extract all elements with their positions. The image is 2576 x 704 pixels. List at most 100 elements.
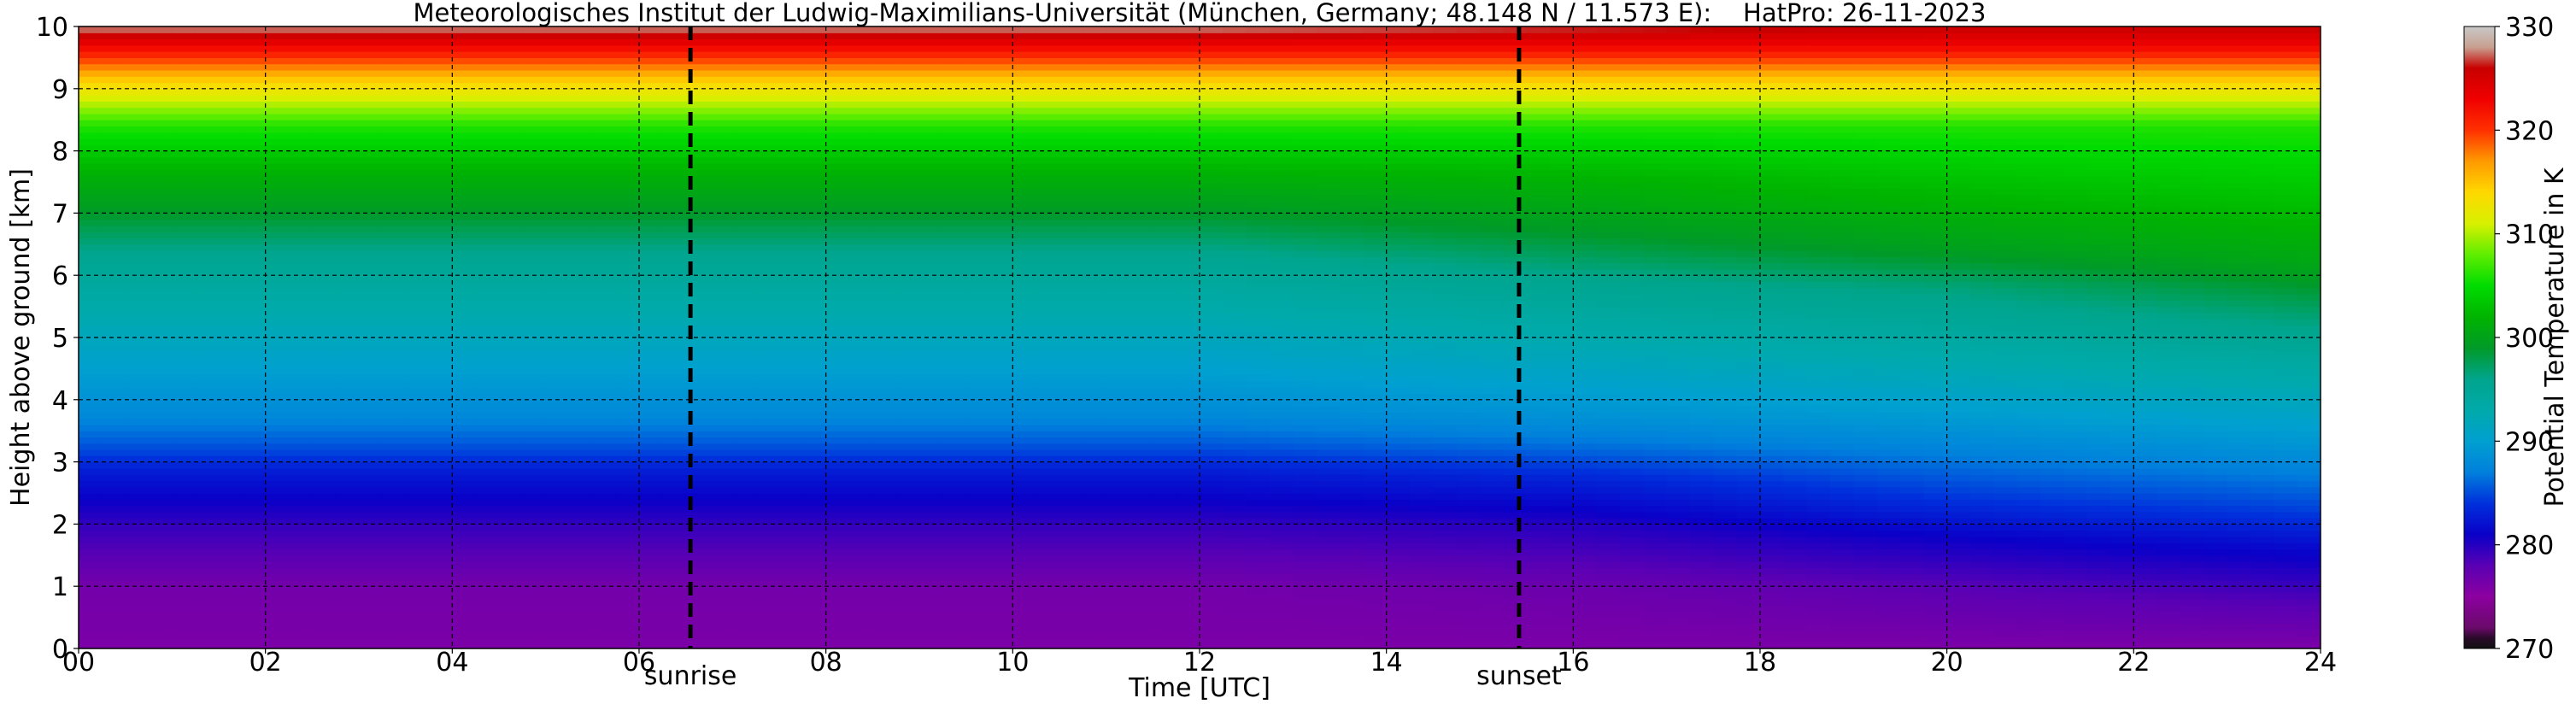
heatmap-cell [195,225,220,232]
heatmap-cell [265,26,290,33]
heatmap-cell [942,598,967,606]
heatmap-cell [289,132,313,139]
heatmap-cell [709,169,733,177]
heatmap-cell [429,200,453,208]
heatmap-cell [522,406,547,413]
heatmap-cell [615,368,640,376]
heatmap-cell [1176,232,1200,239]
heatmap-cell [732,480,757,488]
heatmap-cell [592,213,617,220]
heatmap-cell [1012,144,1037,152]
heatmap-cell [1200,343,1223,351]
heatmap-cell [732,319,757,326]
heatmap-cell [569,243,593,251]
heatmap-cell [429,163,453,171]
heatmap-cell [312,505,337,513]
heatmap-cell [382,26,407,33]
heatmap-cell [732,554,757,562]
heatmap-cell [919,219,943,226]
heatmap-cell [359,319,383,326]
heatmap-cell [1223,238,1247,245]
heatmap-cell [802,431,827,438]
heatmap-cell [335,156,360,164]
heatmap-cell [942,287,967,295]
heatmap-cell [79,598,103,606]
heatmap-cell [825,623,850,631]
heatmap-cell [732,605,757,612]
heatmap-cell [802,69,827,77]
heatmap-cell [195,156,220,164]
heatmap-cell [989,579,1013,587]
heatmap-cell [569,182,593,189]
heatmap-cell [849,611,873,619]
heatmap-cell [172,467,197,475]
heatmap-cell [335,95,360,102]
heatmap-cell [1153,275,1177,283]
heatmap-cell [1059,461,1083,469]
heatmap-cell [1223,294,1247,301]
heatmap-cell [452,505,477,513]
heatmap-cell [312,294,337,301]
heatmap-cell [919,598,943,606]
heatmap-cell [569,380,593,388]
heatmap-cell [265,579,290,587]
heatmap-cell [102,431,126,438]
heatmap-cell [849,393,873,401]
heatmap-cell [569,630,593,637]
heatmap-cell [1223,243,1247,251]
heatmap-cell [849,362,873,369]
heatmap-cell [989,449,1013,456]
heatmap-cell [1153,493,1177,500]
heatmap-cell [989,505,1013,513]
heatmap-cell [779,549,803,556]
heatmap-cell [1153,387,1177,395]
heatmap-cell [405,113,430,120]
heatmap-cell [522,163,547,171]
heatmap-cell [919,437,943,444]
heatmap-cell [1223,169,1247,177]
heatmap-cell [359,387,383,395]
heatmap-cell [1059,163,1083,171]
heatmap-cell [242,636,267,643]
heatmap-cell [289,57,313,65]
heatmap-cell [849,243,873,251]
heatmap-cell [732,530,757,537]
heatmap-cell [1176,474,1200,482]
heatmap-cell [172,319,197,326]
heatmap-cell [475,325,500,332]
heatmap-cell [1106,424,1130,431]
heatmap-cell [195,250,220,257]
heatmap-cell [265,493,290,500]
heatmap-cell [1130,623,1153,631]
heatmap-cell [942,76,967,84]
heatmap-cell [802,113,827,120]
heatmap-cell [1153,175,1177,183]
heatmap-cell [1083,132,1107,139]
heatmap-cell [895,294,920,301]
heatmap-cell [1036,412,1060,419]
heatmap-cell [289,107,313,114]
heatmap-cell [685,120,710,127]
heatmap-cell [639,294,663,301]
heatmap-cell [732,312,757,320]
heatmap-cell [125,294,150,301]
heatmap-cell [732,493,757,500]
heatmap-cell [989,294,1013,301]
heatmap-cell [709,88,733,96]
heatmap-cell [359,82,383,90]
heatmap-cell [1083,200,1107,208]
heatmap-cell [1083,306,1107,314]
heatmap-cell [102,63,126,71]
heatmap-cell [335,219,360,226]
heatmap-cell [289,32,313,40]
heatmap-cell [825,200,850,208]
heatmap-cell [312,586,337,594]
heatmap-cell [1223,449,1247,456]
heatmap-cell [709,524,733,531]
heatmap-cell [802,95,827,102]
heatmap-cell [919,207,943,214]
heatmap-cell [1200,287,1223,295]
heatmap-cell [1012,188,1037,196]
heatmap-cell [755,380,780,388]
heatmap-cell [919,95,943,102]
